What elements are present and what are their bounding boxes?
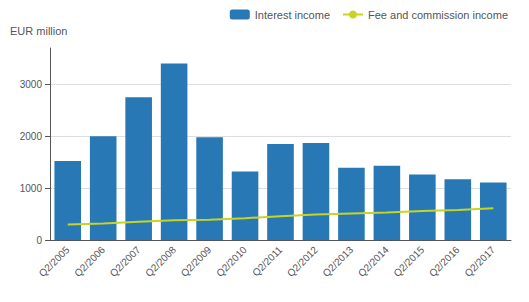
svg-text:Q2/2016: Q2/2016 — [427, 244, 462, 279]
svg-text:Q2/2006: Q2/2006 — [72, 244, 107, 279]
svg-text:1000: 1000 — [20, 183, 43, 194]
svg-text:Q2/2009: Q2/2009 — [179, 244, 214, 279]
svg-text:0: 0 — [36, 235, 42, 246]
svg-text:Q2/2011: Q2/2011 — [250, 244, 285, 279]
svg-text:Q2/2015: Q2/2015 — [391, 244, 426, 279]
svg-text:Q2/2012: Q2/2012 — [285, 244, 320, 279]
svg-text:Q2/2017: Q2/2017 — [462, 244, 497, 279]
svg-text:Fee and commission income: Fee and commission income — [368, 9, 508, 21]
svg-text:3000: 3000 — [20, 79, 43, 90]
svg-text:Interest income: Interest income — [255, 9, 330, 21]
svg-text:2000: 2000 — [20, 131, 43, 142]
svg-text:Q2/2010: Q2/2010 — [214, 244, 249, 279]
svg-text:Q2/2007: Q2/2007 — [108, 244, 143, 279]
svg-text:Q2/2005: Q2/2005 — [37, 244, 72, 279]
svg-text:Q2/2014: Q2/2014 — [356, 244, 391, 279]
svg-text:Q2/2013: Q2/2013 — [320, 244, 355, 279]
svg-text:Q2/2008: Q2/2008 — [143, 244, 178, 279]
svg-text:EUR million: EUR million — [10, 25, 67, 37]
